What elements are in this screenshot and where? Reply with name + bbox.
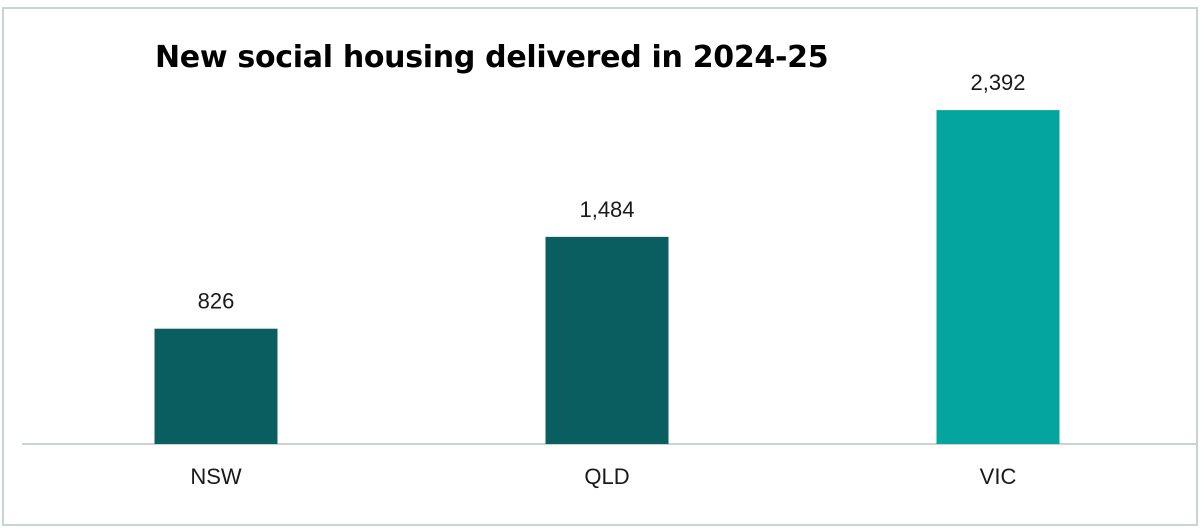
- tick-labels-layer: NSW QLD VIC: [190, 464, 1016, 489]
- bar-vic: [936, 110, 1060, 444]
- value-labels-layer: 826 1,484 2,392: [198, 70, 1026, 314]
- bars-layer: [154, 110, 1060, 444]
- value-label-vic: 2,392: [970, 70, 1025, 95]
- chart-title: New social housing delivered in 2024-25: [155, 40, 829, 75]
- value-label-qld: 1,484: [579, 197, 634, 222]
- x-tick-label-qld: QLD: [584, 464, 629, 489]
- value-label-nsw: 826: [198, 289, 235, 314]
- x-tick-label-nsw: NSW: [190, 464, 242, 489]
- bar-nsw: [154, 328, 278, 444]
- bar-qld: [545, 236, 669, 444]
- x-tick-label-vic: VIC: [980, 464, 1017, 489]
